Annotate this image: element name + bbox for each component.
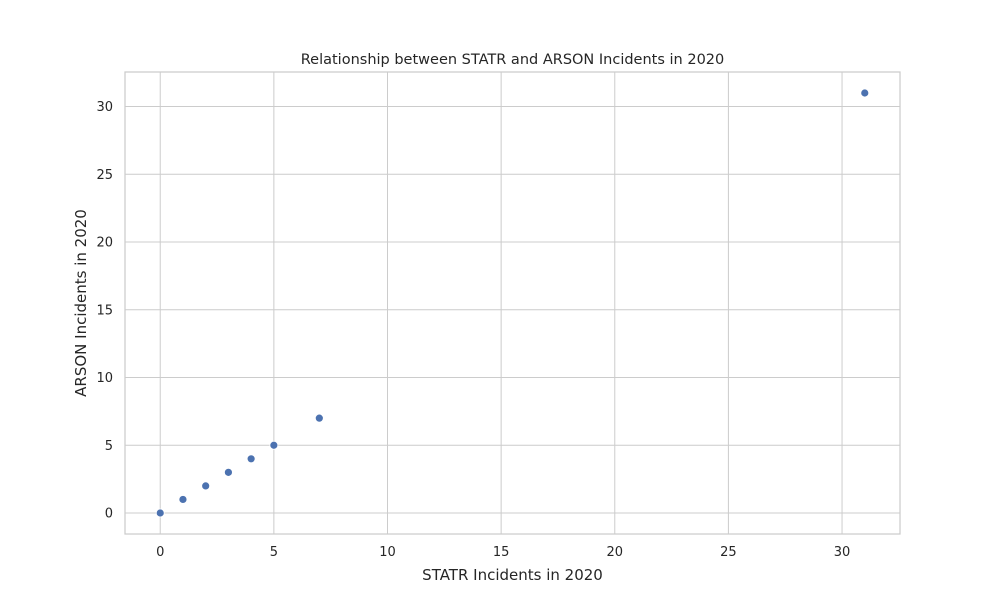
x-tick-label: 30 <box>834 545 851 560</box>
data-point <box>178 495 188 504</box>
chart-title: Relationship between STATR and ARSON Inc… <box>301 52 725 68</box>
data-point <box>224 467 233 477</box>
y-axis-ticks: 0 5 10 15 20 25 30 <box>96 100 113 521</box>
data-point <box>201 481 211 491</box>
data-points <box>155 88 870 518</box>
x-tick-label: 20 <box>606 545 623 560</box>
x-axis-title: STATR Incidents in 2020 <box>422 566 603 584</box>
data-point <box>860 88 870 98</box>
x-axis-ticks: 0 5 10 15 20 25 30 <box>156 545 850 560</box>
y-axis-title: ARSON Incidents in 2020 <box>72 209 90 397</box>
data-point <box>269 440 279 450</box>
x-tick-label: 5 <box>270 545 278 560</box>
x-tick-label: 10 <box>379 545 396 560</box>
x-tick-label: 15 <box>493 545 510 560</box>
plot-area <box>124 71 901 535</box>
y-tick-label: 30 <box>96 100 113 115</box>
y-tick-label: 0 <box>105 507 113 522</box>
gridlines <box>125 72 900 534</box>
y-tick-label: 15 <box>96 303 113 318</box>
y-tick-label: 10 <box>96 371 113 386</box>
data-point <box>155 508 165 518</box>
x-tick-label: 25 <box>720 545 737 560</box>
y-tick-label: 20 <box>96 236 113 251</box>
y-tick-label: 5 <box>105 439 113 454</box>
data-point <box>314 413 324 423</box>
data-point <box>246 454 256 464</box>
x-tick-label: 0 <box>156 545 164 560</box>
y-tick-label: 25 <box>96 168 113 183</box>
